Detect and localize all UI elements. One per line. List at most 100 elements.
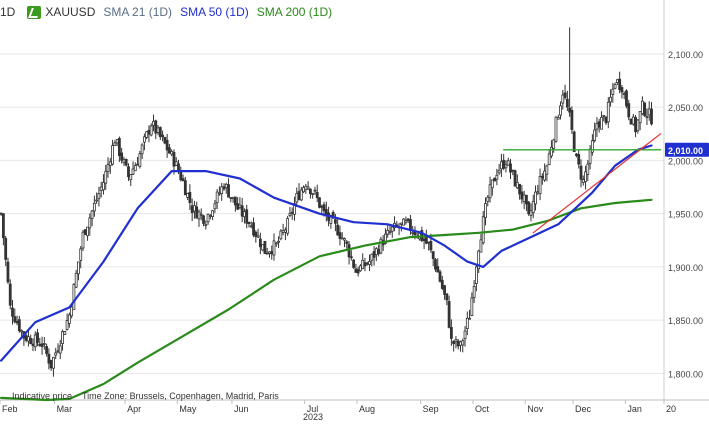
candle-body (322, 204, 326, 212)
sma200-legend[interactable]: SMA 200 (1D) (256, 5, 333, 19)
candle-body (222, 186, 226, 190)
candle-body (490, 179, 494, 189)
candle-body (15, 321, 19, 324)
candle-body (95, 199, 99, 202)
candle-body (104, 170, 108, 184)
candle-body (181, 178, 185, 182)
candle-body (575, 153, 578, 156)
candle-body (368, 261, 371, 266)
candle-body (249, 225, 253, 228)
candle-body (447, 301, 451, 328)
candle-body (288, 213, 292, 216)
candle-body (456, 340, 460, 347)
candle-body (254, 231, 258, 237)
candle-body (213, 203, 217, 210)
candle-body (186, 193, 190, 198)
candle-body (52, 357, 55, 369)
candle-body (0, 212, 3, 215)
candle-body (538, 176, 542, 195)
candle-body (4, 237, 8, 260)
candle-body (290, 211, 294, 214)
candle-body (154, 120, 158, 134)
sma21-legend[interactable]: SMA 21 (1D) (103, 5, 173, 19)
x-tick-label: Jan (627, 404, 642, 414)
candle-body (256, 235, 260, 238)
candle-body (556, 116, 560, 120)
candle-body (354, 268, 358, 273)
candle-body (274, 242, 278, 245)
candle-body (279, 230, 283, 240)
candle-body (172, 152, 176, 167)
candle-body (2, 213, 5, 239)
candle-body (281, 230, 285, 233)
candle-body (270, 251, 274, 255)
candle-body (174, 161, 178, 166)
timeframe-label[interactable]: 1D (0, 5, 16, 19)
candle-body (127, 166, 130, 177)
candle-body (258, 238, 262, 248)
candle-body (149, 125, 153, 136)
candle-body (525, 194, 528, 205)
candle-body (197, 211, 201, 220)
x-tick-label: May (179, 404, 197, 414)
x-tick-label: Feb (2, 404, 18, 414)
candle-body (206, 213, 210, 223)
candle-body (29, 338, 33, 344)
candle-body (372, 251, 376, 258)
y-tick-label: 2,100.00 (668, 50, 703, 60)
candle-body (647, 108, 651, 116)
candle-body (277, 240, 280, 243)
candle-body (631, 116, 635, 125)
candle-body (74, 272, 78, 288)
candle-body (245, 209, 249, 224)
candle-body (163, 137, 167, 144)
symbol-label[interactable]: XAUUSD (45, 5, 96, 19)
candle-body (547, 153, 551, 166)
sma50-legend[interactable]: SMA 50 (1D) (180, 5, 249, 19)
candle-body (124, 158, 128, 166)
candle-body (183, 180, 187, 196)
candle-body (440, 279, 444, 289)
candle-body (343, 238, 346, 241)
y-tick-label: 1,900.00 (668, 263, 703, 273)
x-tick-label: Aug (359, 404, 375, 414)
candle-body (17, 319, 21, 332)
candle-body (36, 332, 39, 343)
candle-body (202, 215, 205, 224)
candle-body (493, 177, 496, 182)
candle-body (352, 259, 356, 268)
candle-body (436, 266, 440, 273)
candle-body (622, 93, 626, 95)
candle-body (286, 218, 290, 234)
candle-body (452, 340, 456, 345)
candle-body (581, 179, 585, 183)
instrument-swatch-icon (27, 5, 42, 19)
candle-body (6, 261, 10, 283)
candle-body (477, 250, 481, 270)
candle-body (406, 218, 410, 221)
candle-body (586, 163, 590, 175)
candle-body (145, 131, 149, 138)
candle-body (529, 210, 533, 216)
candle-body (311, 193, 315, 195)
candle-body (572, 131, 576, 153)
candle-body (252, 222, 255, 236)
candle-body (461, 340, 465, 346)
candle-body (636, 119, 640, 132)
candle-body (468, 317, 471, 320)
candle-body (363, 262, 367, 267)
candle-body (627, 103, 631, 118)
candle-body (600, 116, 603, 130)
candle-body (165, 139, 169, 151)
candle-body (263, 240, 267, 254)
x-tick-label: Oct (475, 404, 490, 414)
candle-body (188, 192, 192, 203)
candle-body (434, 259, 437, 270)
candle-body (92, 202, 96, 212)
candle-body (304, 185, 308, 191)
candle-body (629, 118, 633, 125)
candle-body (577, 154, 581, 165)
candle-body (650, 108, 653, 125)
x-tick-label: Mar (57, 404, 73, 414)
